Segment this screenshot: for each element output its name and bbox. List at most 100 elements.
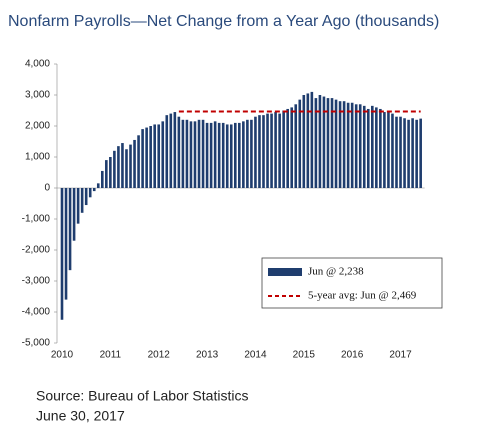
bar [133, 139, 136, 188]
bar [72, 188, 76, 241]
bar [88, 188, 92, 198]
bar [92, 188, 96, 192]
bar [395, 116, 398, 188]
bar [242, 121, 245, 188]
bar [298, 99, 302, 188]
legend-label: 5-year avg: Jun @ 2,469 [308, 290, 417, 302]
bar [60, 188, 64, 320]
y-tick-label: 1,000 [25, 152, 50, 163]
bar [399, 116, 402, 188]
bar [379, 108, 382, 188]
bar [238, 122, 241, 188]
bar [366, 108, 370, 188]
bar [84, 188, 88, 206]
y-tick-label: 2,000 [25, 121, 50, 132]
bar [137, 135, 140, 188]
bar [350, 102, 354, 188]
y-tick-label: -3,000 [22, 276, 51, 287]
bar [270, 113, 273, 188]
bar [354, 104, 358, 188]
bar [153, 124, 156, 188]
bar [181, 119, 185, 188]
bar [209, 122, 213, 188]
x-tick-label: 2010 [51, 350, 74, 361]
bar [310, 91, 314, 188]
bar [157, 124, 161, 188]
y-tick-label: -1,000 [22, 214, 51, 225]
bar [197, 119, 201, 188]
bar [362, 105, 366, 188]
bar [415, 119, 418, 188]
y-tick-label: 3,000 [25, 90, 50, 101]
bar [407, 119, 410, 188]
y-tick-label: -2,000 [22, 245, 51, 256]
bar [338, 101, 342, 188]
bar [189, 121, 193, 188]
date: June 30, 2017 [36, 408, 125, 424]
bar [387, 112, 390, 188]
bar [165, 115, 169, 188]
bar [113, 150, 116, 188]
bar [109, 157, 112, 188]
bar [282, 110, 285, 188]
x-tick-label: 2011 [100, 350, 122, 361]
legend-label: Jun @ 2,238 [308, 266, 364, 278]
legend-box [261, 257, 443, 309]
bar [76, 188, 80, 224]
bar [80, 188, 84, 213]
y-tick-label: -5,000 [22, 338, 51, 349]
x-tick-label: 2014 [244, 350, 267, 361]
bar [278, 113, 281, 188]
bar [145, 127, 148, 188]
bar [330, 98, 334, 188]
bar [161, 121, 165, 188]
bar [411, 118, 414, 188]
bar [68, 188, 72, 271]
bar [419, 118, 422, 188]
bar [294, 104, 298, 188]
bar [334, 99, 338, 188]
bar [403, 118, 406, 188]
bar [371, 105, 374, 188]
bar [266, 113, 269, 188]
bar [177, 116, 181, 188]
bar [221, 122, 225, 188]
bar [233, 122, 237, 188]
bar [246, 119, 249, 188]
bar [375, 107, 378, 188]
bar [286, 108, 289, 188]
x-tick-label: 2017 [389, 350, 412, 361]
bar [383, 112, 386, 188]
x-tick-label: 2015 [293, 350, 316, 361]
bar [274, 112, 277, 188]
bar [193, 121, 197, 188]
bar [322, 96, 326, 188]
bar [129, 144, 132, 188]
bar [262, 115, 265, 188]
y-tick-label: 4,000 [25, 59, 50, 70]
bar [346, 102, 350, 188]
source: Source: Bureau of Labor Statistics [36, 388, 248, 404]
bar [105, 160, 108, 188]
y-tick-label: -4,000 [22, 307, 51, 318]
bar [117, 146, 120, 188]
bar [250, 119, 253, 188]
y-tick-label: 0 [44, 183, 50, 194]
bar [141, 129, 144, 188]
chart-title: Nonfarm Payrolls—Net Change from a Year … [8, 13, 439, 30]
bar [201, 119, 205, 188]
legend-swatch [268, 268, 302, 276]
x-tick-label: 2016 [341, 350, 364, 361]
x-tick-label: 2013 [196, 350, 219, 361]
bar [121, 143, 124, 188]
bar [169, 113, 173, 188]
bar [306, 93, 310, 188]
bar [318, 95, 322, 188]
bar [254, 116, 257, 188]
bar [173, 112, 177, 188]
bar [205, 122, 209, 188]
bar [229, 124, 233, 188]
bar [302, 95, 306, 188]
bar [101, 170, 104, 188]
